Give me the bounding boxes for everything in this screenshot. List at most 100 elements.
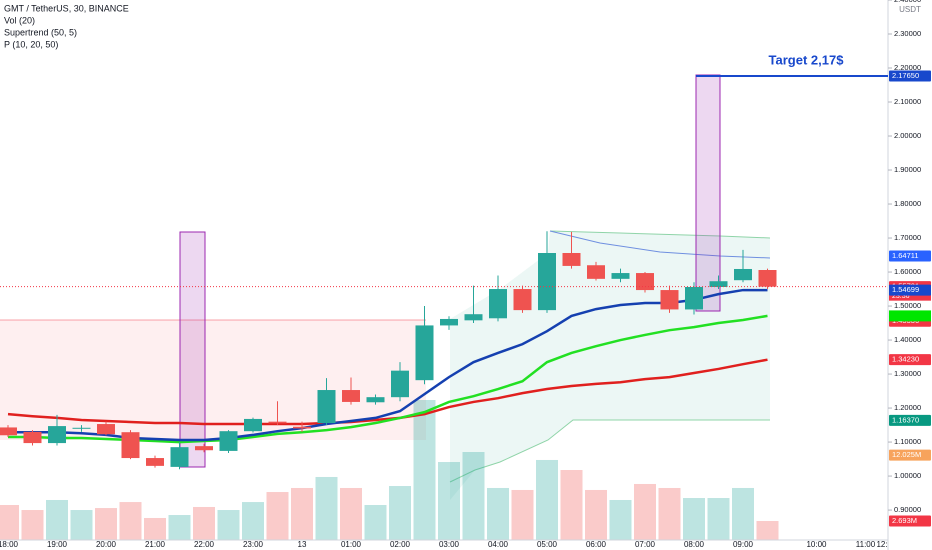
chart-title: GMT / TetherUS, 30, BINANCE xyxy=(4,3,129,13)
y-tick-label: 1.10000 xyxy=(894,437,921,446)
x-tick-label: 06:00 xyxy=(586,540,607,549)
y-tick-label: 1.90000 xyxy=(894,165,921,174)
channel-lower xyxy=(449,419,770,483)
x-tick-label: 02:00 xyxy=(390,540,411,549)
candle-body xyxy=(709,281,728,288)
y-tick-label: 1.70000 xyxy=(894,233,921,242)
candle-body xyxy=(219,431,238,451)
candle-body xyxy=(538,252,556,311)
x-tick-label: 18:00 xyxy=(0,540,19,549)
y-tick-label: 1.00000 xyxy=(894,471,921,480)
candle-body xyxy=(415,325,434,381)
volume-bar xyxy=(144,517,166,540)
volume-bar xyxy=(707,498,730,540)
x-tick-label: 04:00 xyxy=(488,540,509,549)
volume-bar xyxy=(168,515,191,540)
candle-body xyxy=(170,447,189,467)
volume-bar xyxy=(487,487,509,540)
y-tick-label: 1.40000 xyxy=(894,335,921,344)
candle-body xyxy=(72,427,91,429)
candle-body xyxy=(685,287,703,310)
x-tick-label: 19:00 xyxy=(47,540,68,549)
volume-bar xyxy=(560,470,583,540)
candle-body xyxy=(611,273,630,279)
x-tick-label: 21:00 xyxy=(145,540,166,549)
annotation: Target 2,17$ xyxy=(769,52,845,67)
x-tick-label: 13 xyxy=(298,540,307,549)
price-tag-box xyxy=(889,250,931,262)
channel-mid xyxy=(549,230,771,259)
price-tag-box xyxy=(889,414,931,426)
volume-bar xyxy=(315,476,338,540)
indicator-label: Vol (20) xyxy=(4,15,35,25)
candle-body xyxy=(146,458,164,466)
price-tag: 1.16370 xyxy=(892,415,919,424)
volume-bar xyxy=(119,502,142,540)
y-tick-label: 0.90000 xyxy=(894,505,921,514)
candle-body xyxy=(489,289,507,319)
y-tick-label: 1.30000 xyxy=(894,369,921,378)
quote-currency: USDT xyxy=(899,5,921,14)
y-tick-label: 2.10000 xyxy=(894,97,921,106)
candle-body xyxy=(317,390,336,424)
indicator-line xyxy=(7,358,768,426)
channel-fill xyxy=(450,231,770,500)
volume-tag: 12.025M xyxy=(892,450,921,459)
volume-bar xyxy=(46,499,68,540)
candle-body xyxy=(244,418,262,432)
volume-tag-box xyxy=(889,449,931,461)
line-tag xyxy=(889,310,931,322)
volume-bar xyxy=(193,506,215,540)
x-tick-label: 03:00 xyxy=(439,540,460,549)
candle-body xyxy=(464,314,483,321)
volume-bar xyxy=(217,510,240,540)
y-tick-label: 2.20000 xyxy=(894,63,921,72)
price-tag-box xyxy=(889,70,931,82)
price-tag-box xyxy=(889,354,931,366)
volume-bar xyxy=(70,510,93,540)
volume-tag-box xyxy=(889,515,931,527)
y-tick-label: 1.60000 xyxy=(894,267,921,276)
candle-body xyxy=(48,426,66,444)
volume-tag: 2.693M xyxy=(892,516,917,525)
candle-body xyxy=(195,446,213,451)
candle-body xyxy=(440,318,458,326)
highlight-box xyxy=(695,74,721,312)
volume-bar xyxy=(413,400,436,540)
volume-bar xyxy=(732,487,754,540)
candle-body xyxy=(513,289,532,311)
volume-bar xyxy=(438,462,460,540)
x-tick-label: 01:00 xyxy=(341,540,362,549)
volume-bar xyxy=(536,459,558,540)
y-tick-label: 1.50000 xyxy=(894,301,921,310)
x-tick-label: 12: xyxy=(876,540,887,549)
candle-body xyxy=(587,265,605,279)
candle-body xyxy=(268,421,287,424)
candle-body xyxy=(23,431,42,444)
x-tick-label: 10:00 xyxy=(806,540,827,549)
volume-bar xyxy=(658,487,681,540)
volume-bar xyxy=(462,452,485,540)
price-tag-box xyxy=(889,284,931,296)
volume-bar xyxy=(0,505,19,540)
countdown: 23:36 xyxy=(892,293,910,300)
price-tag: 2.17650 xyxy=(892,71,919,80)
x-tick-label: 05:00 xyxy=(537,540,558,549)
volume-bar xyxy=(340,487,362,540)
volume-bar xyxy=(389,486,411,540)
volume-bar xyxy=(95,508,117,540)
candle-body xyxy=(97,424,115,435)
volume-bar xyxy=(266,492,289,540)
candle-body xyxy=(342,390,360,402)
channel-upper xyxy=(549,230,771,239)
y-tick-label: 2.30000 xyxy=(894,29,921,38)
candle-body xyxy=(293,426,311,429)
volume-bar xyxy=(683,498,705,540)
indicator-label: P (10, 20, 50) xyxy=(4,39,58,49)
y-tick-label: 1.20000 xyxy=(894,403,921,412)
volume-bar xyxy=(364,505,387,540)
candle-body xyxy=(660,290,679,310)
candle-body xyxy=(366,397,385,403)
y-tick-label: 2.40000 xyxy=(894,0,921,4)
